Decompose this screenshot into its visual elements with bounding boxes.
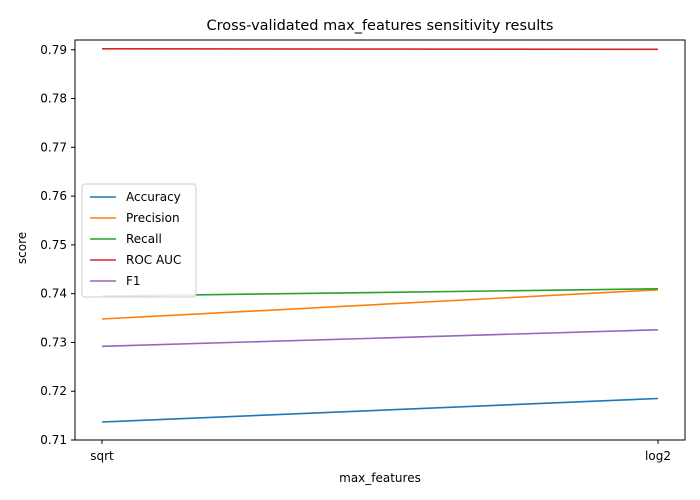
- y-axis-label: score: [15, 232, 29, 264]
- y-tick-label: 0.79: [40, 43, 67, 57]
- x-axis-label: max_features: [339, 471, 421, 485]
- legend-label-roc-auc: ROC AUC: [126, 253, 181, 267]
- legend-label-accuracy: Accuracy: [126, 190, 181, 204]
- x-tick-label: sqrt: [90, 449, 114, 463]
- legend-label-precision: Precision: [126, 211, 180, 225]
- legend-box: [81, 183, 197, 298]
- y-tick-label: 0.77: [40, 140, 67, 154]
- series-line-accuracy: [101, 397, 659, 423]
- y-tick-label: 0.76: [40, 189, 67, 203]
- legend-label-recall: Recall: [126, 232, 162, 246]
- legend: Accuracy Precision Recall ROC AUC F1: [81, 183, 197, 298]
- chart-title: Cross-validated max_features sensitivity…: [206, 18, 553, 34]
- plot-frame: [74, 39, 686, 441]
- legend-label-f1: F1: [126, 274, 141, 288]
- plot-area: 0.71 0.72 0.73 0.74 0.75 0.76 0.77 0.78 0.79 sqrt…: [40, 39, 686, 463]
- x-tick-label: log2: [645, 449, 671, 463]
- y-tick-label: 0.74: [40, 287, 67, 301]
- series-line-roc-auc: [101, 47, 659, 51]
- y-tick-label: 0.72: [40, 384, 67, 398]
- series-line-f1: [101, 329, 659, 348]
- y-tick-label: 0.75: [40, 238, 67, 252]
- y-tick-label: 0.73: [40, 335, 67, 349]
- series-line-precision: [101, 289, 659, 320]
- y-tick-label: 0.78: [40, 92, 67, 106]
- y-tick-label: 0.71: [40, 433, 67, 447]
